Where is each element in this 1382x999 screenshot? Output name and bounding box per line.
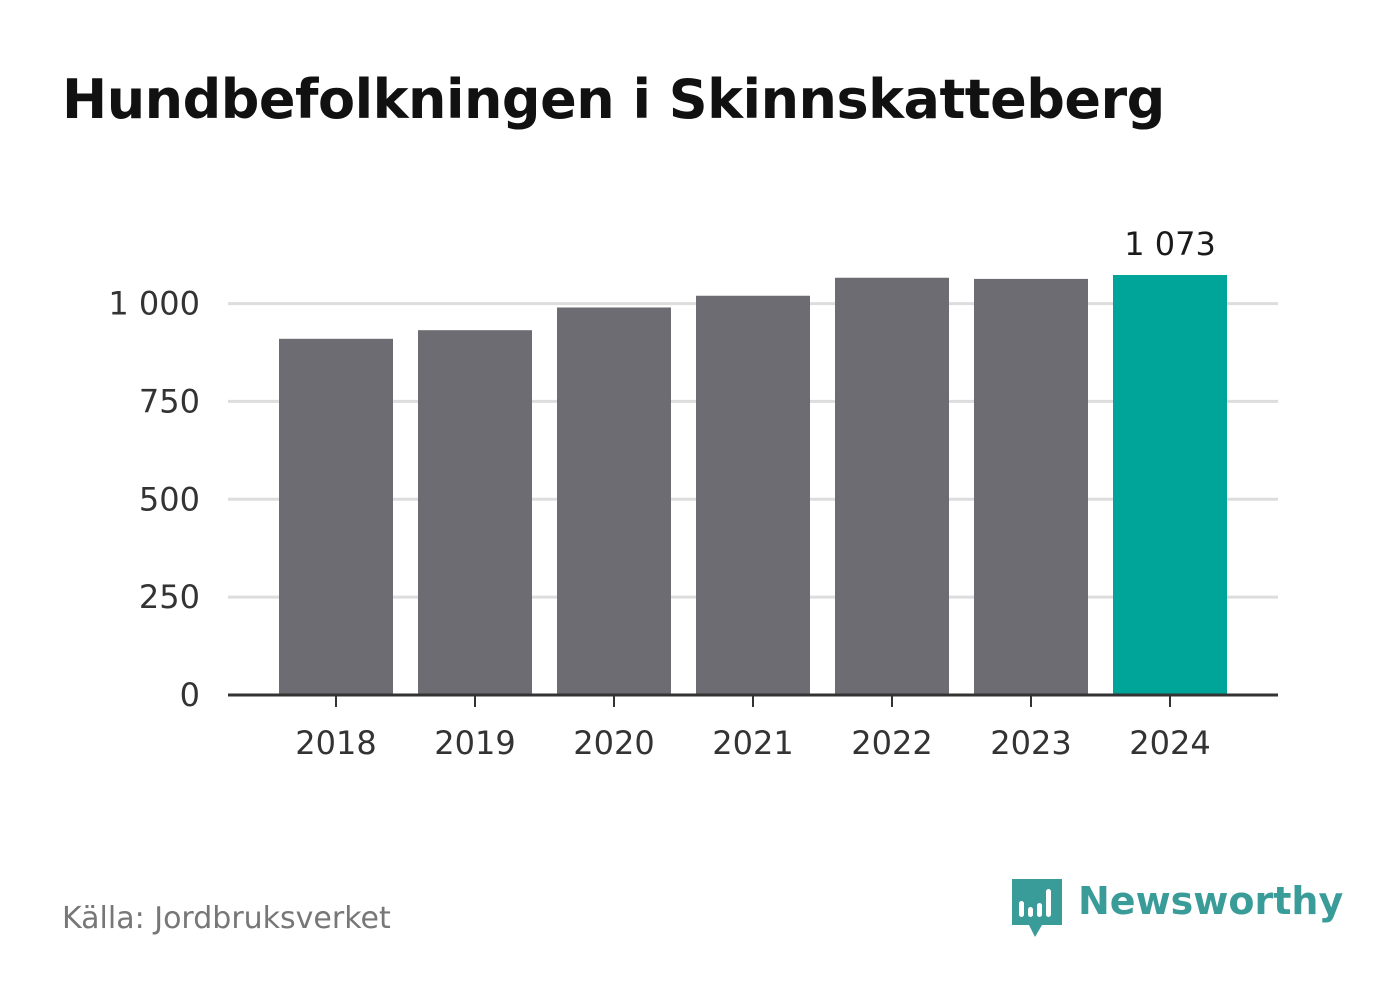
y-tick-label: 250 <box>139 578 200 616</box>
axes <box>228 693 1278 707</box>
bar <box>835 277 949 695</box>
newsworthy-chart-bubble-icon <box>1012 879 1062 937</box>
y-tick-label: 1 000 <box>108 285 200 323</box>
x-tick-label: 2023 <box>990 724 1071 762</box>
y-tick-label: 500 <box>139 480 200 518</box>
bars <box>279 275 1227 695</box>
data-label: 1 073 <box>1124 225 1216 263</box>
x-tick-label: 2021 <box>712 724 793 762</box>
bar <box>974 278 1088 695</box>
brand-logo: Newsworthy <box>1012 878 1343 940</box>
brand-name: Newsworthy <box>1078 879 1344 923</box>
x-tick-label: 2024 <box>1129 724 1210 762</box>
x-tick-label: 2020 <box>573 724 654 762</box>
source-note: Källa: Jordbruksverket <box>62 901 391 936</box>
y-tick-label: 750 <box>139 382 200 420</box>
bar <box>696 295 810 695</box>
bar <box>279 338 393 695</box>
bar <box>418 330 532 695</box>
x-tick-label: 2022 <box>851 724 932 762</box>
y-tick-label: 0 <box>180 676 200 714</box>
bar <box>1113 275 1227 695</box>
x-tick-label: 2018 <box>295 724 376 762</box>
bar <box>557 307 671 695</box>
x-tick-label: 2019 <box>434 724 515 762</box>
labels: 0 250 500 750 1 000 2018 2019 2020 2021 2022 2023 2… <box>108 225 1215 762</box>
chart-title: Hundbefolkningen i Skinnskatteberg <box>62 68 1165 131</box>
